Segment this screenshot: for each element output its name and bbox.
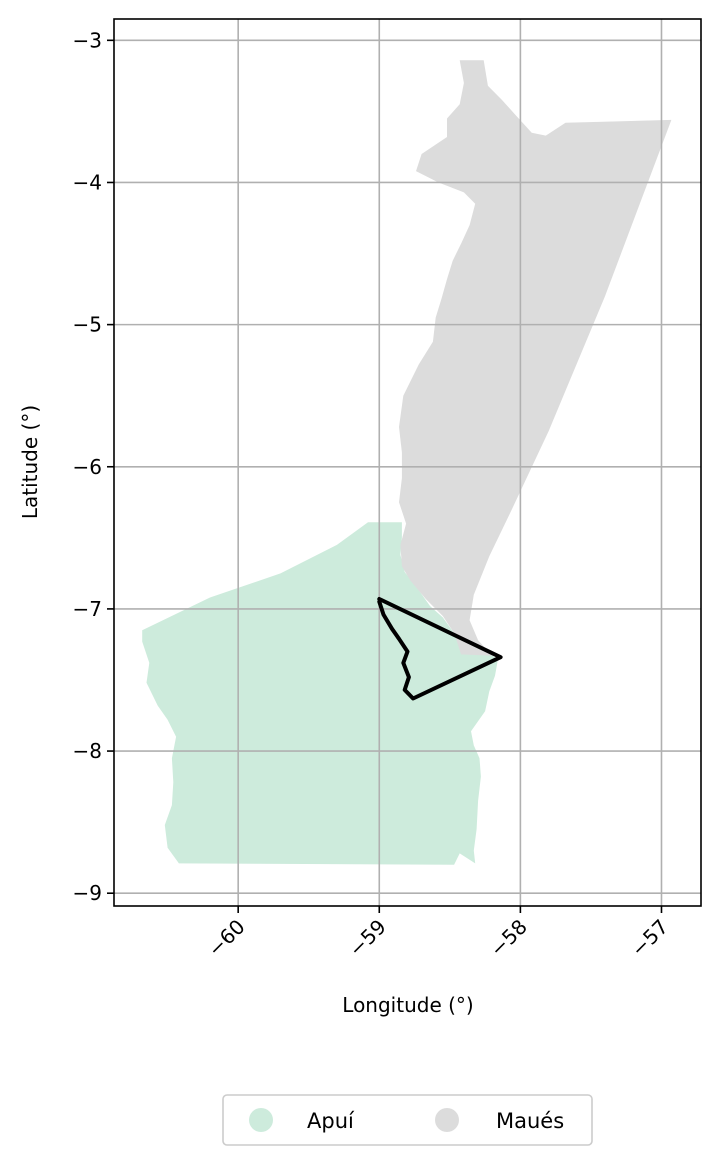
legend: Apuí Maués xyxy=(222,1094,593,1146)
y-tick-label: −4 xyxy=(73,170,102,194)
gridlines xyxy=(114,19,701,906)
boundary-layer xyxy=(377,597,503,701)
plot-frame xyxy=(113,18,702,907)
legend-marker-maues xyxy=(435,1108,459,1132)
regions-layer xyxy=(142,60,672,865)
region-apui xyxy=(142,522,498,865)
y-tick-label: −8 xyxy=(73,739,102,763)
y-axis-title: Latitude (°) xyxy=(18,405,42,519)
study-area-boundary xyxy=(377,597,503,701)
y-tick-label: −9 xyxy=(73,881,102,905)
y-axis-ticks: −3 −4 −5 −6 −7 −8 −9 xyxy=(73,28,114,905)
y-tick-label: −5 xyxy=(73,313,102,337)
region-maues xyxy=(399,60,672,656)
y-tick-label: −3 xyxy=(73,28,102,52)
y-tick-label: −7 xyxy=(73,597,102,621)
y-tick-label: −6 xyxy=(73,455,102,479)
legend-marker-apui xyxy=(249,1108,273,1132)
legend-label-maues: Maués xyxy=(496,1109,564,1133)
x-axis-title: Longitude (°) xyxy=(342,993,473,1017)
plot-area xyxy=(113,18,702,907)
legend-frame xyxy=(222,1094,593,1146)
legend-label-apui: Apuí xyxy=(307,1109,355,1133)
